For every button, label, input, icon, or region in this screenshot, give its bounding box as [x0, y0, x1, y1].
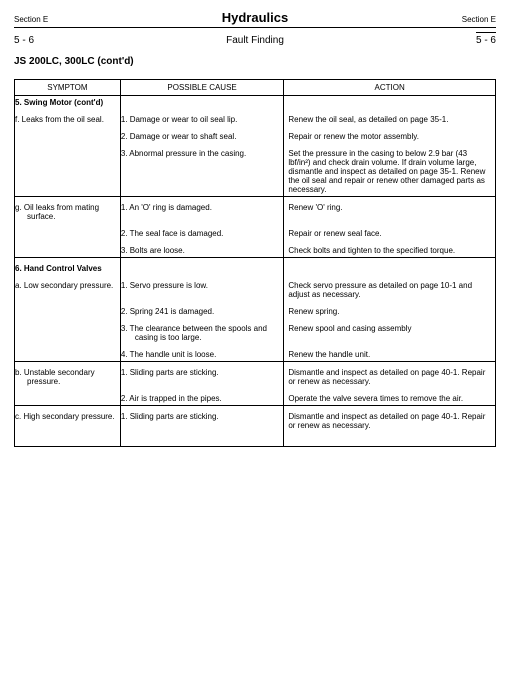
subheader-page-right: 5 - 6	[476, 32, 496, 46]
cell-cause: 1. An 'O' ring is damaged.	[120, 197, 284, 224]
table-row: 2. Air is trapped in the pipes. Operate …	[15, 388, 496, 406]
cell-action: Dismantle and inspect as detailed on pag…	[284, 362, 496, 389]
cell-symptom	[15, 301, 121, 318]
cell-symptom	[15, 143, 121, 197]
cell-cause: 1. Damage or wear to oil seal lip.	[120, 109, 284, 126]
th-action: ACTION	[284, 80, 496, 96]
cell-cause: 1. Sliding parts are sticking.	[120, 406, 284, 447]
table-row: 5. Swing Motor (cont'd)	[15, 96, 496, 110]
table-row: f. Leaks from the oil seal. 1. Damage or…	[15, 109, 496, 126]
th-cause: POSSIBLE CAUSE	[120, 80, 284, 96]
cell-cause: 1. Servo pressure is low.	[120, 275, 284, 301]
subheader-title: Fault Finding	[34, 35, 476, 46]
table-row: 6. Hand Control Valves	[15, 258, 496, 276]
table-row: 3. Bolts are loose. Check bolts and tigh…	[15, 240, 496, 258]
cell-cause: 3. Bolts are loose.	[120, 240, 284, 258]
cell-symptom: 6. Hand Control Valves	[15, 258, 121, 276]
cell-cause: 4. The handle unit is loose.	[120, 344, 284, 362]
cell-symptom	[15, 318, 121, 344]
cell-cause: 2. Air is trapped in the pipes.	[120, 388, 284, 406]
cell-symptom	[15, 240, 121, 258]
cell-action: Renew 'O' ring.	[284, 197, 496, 224]
cell-action	[284, 96, 496, 110]
cell-symptom	[15, 388, 121, 406]
th-symptom: SYMPTOM	[15, 80, 121, 96]
cell-cause	[120, 258, 284, 276]
table-row: 2. Spring 241 is damaged. Renew spring.	[15, 301, 496, 318]
table-row: 4. The handle unit is loose. Renew the h…	[15, 344, 496, 362]
cell-action: Repair or renew the motor assembly.	[284, 126, 496, 143]
table-header-row: SYMPTOM POSSIBLE CAUSE ACTION	[15, 80, 496, 96]
cell-symptom: g. Oil leaks from mating surface.	[15, 197, 121, 224]
cell-cause: 3. The clearance between the spools and …	[120, 318, 284, 344]
table-row: 3. The clearance between the spools and …	[15, 318, 496, 344]
header-section-left: Section E	[14, 15, 48, 24]
cell-action: Check servo pressure as detailed on page…	[284, 275, 496, 301]
cell-cause: 2. Spring 241 is damaged.	[120, 301, 284, 318]
table-row: 2. Damage or wear to shaft seal. Repair …	[15, 126, 496, 143]
cell-symptom	[15, 223, 121, 240]
cell-symptom: c. High secondary pressure.	[15, 406, 121, 447]
fault-finding-table: SYMPTOM POSSIBLE CAUSE ACTION 5. Swing M…	[14, 79, 496, 447]
table-row: 3. Abnormal pressure in the casing. Set …	[15, 143, 496, 197]
cell-action: Renew the handle unit.	[284, 344, 496, 362]
cell-action: Operate the valve severa times to remove…	[284, 388, 496, 406]
cell-symptom: b. Unstable secondary pressure.	[15, 362, 121, 389]
cell-symptom: 5. Swing Motor (cont'd)	[15, 96, 121, 110]
cell-cause: 2. The seal face is damaged.	[120, 223, 284, 240]
cell-cause	[120, 96, 284, 110]
cell-symptom: f. Leaks from the oil seal.	[15, 109, 121, 126]
model-heading: JS 200LC, 300LC (cont'd)	[14, 56, 496, 67]
table-row: 2. The seal face is damaged. Repair or r…	[15, 223, 496, 240]
header-title: Hydraulics	[222, 10, 288, 25]
cell-symptom: a. Low secondary pressure.	[15, 275, 121, 301]
cell-action: Renew spring.	[284, 301, 496, 318]
header-rule	[14, 27, 496, 28]
table-row: b. Unstable secondary pressure. 1. Slidi…	[15, 362, 496, 389]
header-section-right: Section E	[462, 15, 496, 24]
subheader-page-left: 5 - 6	[14, 35, 34, 46]
cell-cause: 2. Damage or wear to shaft seal.	[120, 126, 284, 143]
cell-symptom	[15, 344, 121, 362]
cell-action: Set the pressure in the casing to below …	[284, 143, 496, 197]
table-row: c. High secondary pressure. 1. Sliding p…	[15, 406, 496, 447]
table-row: a. Low secondary pressure. 1. Servo pres…	[15, 275, 496, 301]
cell-action: Dismantle and inspect as detailed on pag…	[284, 406, 496, 447]
cell-action: Check bolts and tighten to the specified…	[284, 240, 496, 258]
cell-action: Renew spool and casing assembly	[284, 318, 496, 344]
table-row: g. Oil leaks from mating surface. 1. An …	[15, 197, 496, 224]
cell-cause: 1. Sliding parts are sticking.	[120, 362, 284, 389]
cell-cause: 3. Abnormal pressure in the casing.	[120, 143, 284, 197]
page-subheader: 5 - 6 Fault Finding 5 - 6	[14, 32, 496, 46]
cell-action	[284, 258, 496, 276]
cell-action: Renew the oil seal, as detailed on page …	[284, 109, 496, 126]
page-header: Section E Hydraulics Section E	[14, 10, 496, 25]
cell-action: Repair or renew seal face.	[284, 223, 496, 240]
cell-symptom	[15, 126, 121, 143]
